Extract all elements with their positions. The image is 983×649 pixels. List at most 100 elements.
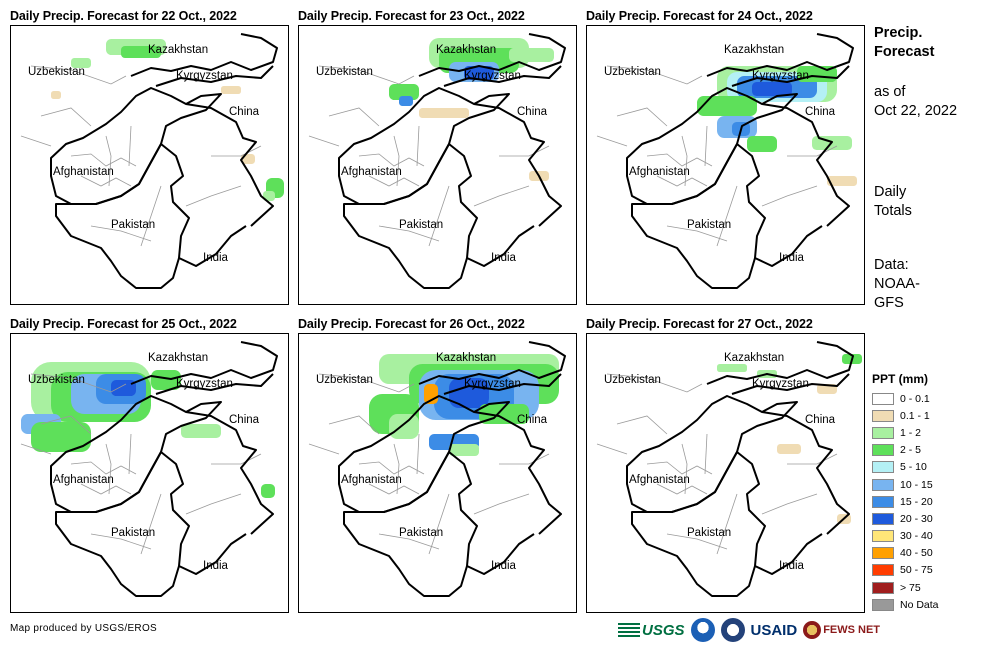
admin-boundary <box>646 461 713 475</box>
precip-area <box>51 91 61 99</box>
admin-boundary <box>681 443 688 495</box>
china-boundary <box>761 411 850 535</box>
panel-title: Daily Precip. Forecast for 26 Oct., 2022 <box>298 317 525 331</box>
admin-boundary <box>40 415 92 435</box>
map-canvas <box>20 33 284 289</box>
map-canvas <box>20 341 278 597</box>
legend-item: 50 - 75 <box>872 562 972 579</box>
label-afghanistan: Afghanistan <box>629 166 690 178</box>
china-boundary <box>473 103 562 227</box>
label-china: China <box>517 414 548 426</box>
admin-boundary <box>378 533 440 550</box>
pakistan-boundary <box>343 143 478 289</box>
credit: Map produced by USGS/EROS <box>10 623 158 634</box>
legend-item: 1 - 2 <box>872 424 972 441</box>
kyrgyzstan-boundary <box>706 341 854 395</box>
india-boundary <box>754 533 823 575</box>
china-boundary <box>185 411 274 535</box>
admin-boundary <box>358 461 425 475</box>
kyrgyzstan-boundary <box>130 33 278 87</box>
legend-item: 0.1 - 1 <box>872 407 972 424</box>
usaid-logo: USAID <box>750 621 798 639</box>
admin-boundary <box>473 493 530 515</box>
label-kazakhstan: Kazakhstan <box>724 44 785 56</box>
panel-title: Daily Precip. Forecast for 25 Oct., 2022 <box>10 317 237 331</box>
precip-area <box>449 378 489 408</box>
india-boundary <box>466 225 535 267</box>
admin-boundary <box>656 483 708 495</box>
legend-item: 2 - 5 <box>872 442 972 459</box>
legend-swatch <box>872 495 894 508</box>
label-india: India <box>203 252 228 264</box>
admin-boundary <box>80 175 132 187</box>
precip-area <box>827 176 857 186</box>
admin-boundary <box>656 175 708 187</box>
legend-swatch <box>872 426 894 439</box>
admin-boundary <box>666 225 728 242</box>
admin-boundary <box>328 415 380 435</box>
admin-boundary <box>428 493 450 555</box>
admin-boundary <box>90 225 152 242</box>
admin-boundary <box>318 65 415 85</box>
admin-boundary <box>140 493 162 555</box>
label-india: India <box>203 560 228 572</box>
precip-area <box>121 46 161 58</box>
legend-swatch <box>872 409 894 422</box>
legend: PPT (mm) 0 - 0.1 0.1 - 1 1 - 2 2 - 5 5 - 10 1… <box>872 372 972 613</box>
china-boundary <box>761 103 850 227</box>
label-afghanistan: Afghanistan <box>53 166 114 178</box>
logos: USGS USAID FEWS NET <box>618 616 880 644</box>
label-pakistan: Pakistan <box>687 527 732 539</box>
legend-label: 40 - 50 <box>900 547 933 560</box>
legend-label: 10 - 15 <box>900 478 933 491</box>
forecast-map: Kazakhstan Uzbekistan Kyrgyzstan China Afgha… <box>298 25 577 305</box>
legend-item: 0 - 0.1 <box>872 390 972 407</box>
map-canvas <box>308 33 566 289</box>
kyrgyzstan-boundary <box>418 341 566 395</box>
pakistan-boundary <box>55 143 190 289</box>
label-kazakhstan: Kazakhstan <box>436 352 497 364</box>
admin-boundary <box>368 483 420 495</box>
precip-area <box>752 82 792 96</box>
legend-swatch <box>872 392 894 405</box>
legend-label: > 75 <box>900 581 921 594</box>
label-afghanistan: Afghanistan <box>341 166 402 178</box>
legend-swatch <box>872 444 894 457</box>
admin-boundary <box>646 153 713 167</box>
precip-area <box>717 364 747 372</box>
admin-boundary <box>393 135 400 187</box>
fews-logo-text: FEWS NET <box>823 624 881 636</box>
panel-title: Daily Precip. Forecast for 27 Oct., 2022 <box>586 317 813 331</box>
usgs-wave-icon <box>618 623 640 637</box>
label-kyrgyzstan: Kyrgyzstan <box>176 378 233 390</box>
legend-label: 1 - 2 <box>900 426 922 439</box>
admin-boundary <box>185 185 242 207</box>
legend-swatch <box>872 512 894 525</box>
panel-title: Daily Precip. Forecast for 24 Oct., 2022 <box>586 9 813 23</box>
admin-boundary <box>30 373 127 393</box>
label-india: India <box>779 252 804 264</box>
admin-boundary <box>716 185 738 247</box>
forecast-panel: Daily Precip. Forecast for 22 Oct., 2022… <box>10 9 289 309</box>
label-uzbekistan: Uzbekistan <box>28 66 85 78</box>
legend-label: 5 - 10 <box>900 461 927 474</box>
label-kyrgyzstan: Kyrgyzstan <box>176 70 233 82</box>
usgs-logo-text: USGS <box>642 621 685 639</box>
admin-boundary <box>308 443 340 455</box>
admin-boundary <box>128 433 132 475</box>
map-canvas <box>308 341 566 597</box>
precip-area <box>181 424 221 438</box>
label-afghanistan: Afghanistan <box>341 474 402 486</box>
admin-boundary <box>185 493 242 515</box>
admin-boundary <box>606 65 703 85</box>
label-kazakhstan: Kazakhstan <box>724 352 785 364</box>
admin-boundary <box>20 443 52 455</box>
admin-boundary <box>378 225 440 242</box>
label-uzbekistan: Uzbekistan <box>316 374 373 386</box>
admin-boundary <box>211 453 262 465</box>
legend-label: 20 - 30 <box>900 512 933 525</box>
legend-swatch <box>872 530 894 543</box>
precip-area <box>777 444 801 454</box>
label-uzbekistan: Uzbekistan <box>604 66 661 78</box>
precip-area <box>449 444 479 456</box>
